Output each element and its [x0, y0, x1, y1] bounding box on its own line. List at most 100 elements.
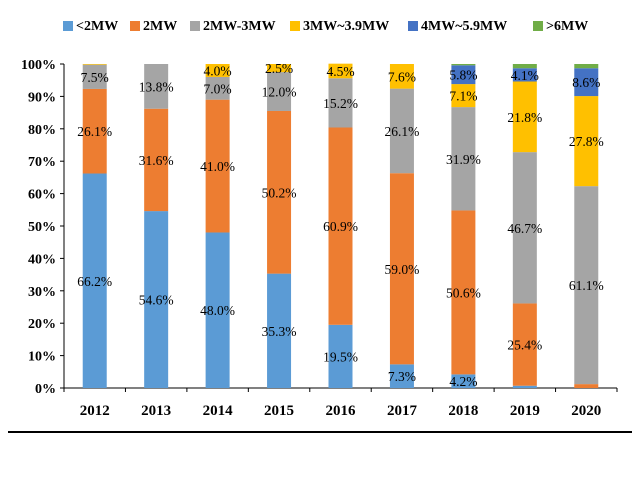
data-label: 7.1% [449, 89, 477, 104]
bar-segment [205, 64, 230, 77]
data-label: 59.0% [385, 262, 420, 277]
legend: <2MW 2MW 2MW-3MW 3MW~3.9MW 4MW~5.9MW >6MW [63, 19, 588, 34]
data-label: 31.9% [446, 152, 481, 167]
legend-label: 4MW~5.9MW [421, 19, 507, 34]
bar-segment [82, 64, 107, 89]
bar-segment [574, 96, 599, 187]
bar-segment [389, 364, 414, 388]
y-tick-label: 50% [28, 220, 56, 235]
x-tick-label: 2016 [326, 403, 357, 419]
data-label: 26.1% [77, 124, 112, 139]
data-label: 31.6% [139, 153, 174, 168]
data-label: 35.3% [262, 324, 297, 339]
bar-segment [512, 303, 537, 386]
data-label: 21.8% [507, 110, 542, 125]
x-tick-label: 2014 [203, 403, 234, 419]
bar-segment [82, 173, 107, 388]
legend-swatch [290, 21, 300, 31]
legend-swatch [190, 21, 200, 31]
bar-segment [574, 64, 599, 69]
data-label: 4.1% [511, 68, 539, 83]
bar-segment [451, 84, 476, 108]
bar-segment [512, 385, 537, 388]
bar-segment [512, 152, 537, 304]
data-labels: 66.2% 26.1% 7.5% 54.6% 31.6% 13.8% 48.0% 41.0% 7… [77, 61, 603, 389]
x-tick-label: 2017 [387, 403, 418, 419]
bar-segment [144, 211, 169, 388]
x-tick-label: 2015 [264, 403, 294, 419]
data-label: 54.6% [139, 293, 174, 308]
bar-segment [512, 68, 537, 82]
legend-label: 2MW-3MW [203, 19, 276, 34]
bar-segment [328, 324, 353, 388]
bar-segment [451, 107, 476, 211]
data-label: 26.1% [385, 124, 420, 139]
y-tick-label: 30% [28, 285, 56, 300]
bar-segment [389, 64, 414, 89]
data-label: 60.9% [323, 219, 358, 234]
bar-segment [451, 374, 476, 388]
data-label: 7.0% [204, 81, 232, 96]
bar-segment [389, 173, 414, 365]
y-tick-label: 100% [21, 58, 56, 73]
data-label: 5.8% [449, 68, 477, 83]
axes: 0% 10% 20% 30% 40% 50% 60% 70% 80% 90% 100% 2012 201… [21, 58, 618, 419]
data-label: 4.5% [326, 64, 354, 79]
bar-segment [205, 76, 230, 100]
legend-label: 2MW [143, 19, 177, 34]
data-label: 19.5% [323, 349, 358, 364]
x-tick-label: 2018 [448, 403, 478, 419]
bar-segment [82, 88, 107, 174]
bar-segment [267, 72, 292, 111]
y-tick-label: 70% [28, 155, 56, 170]
legend-label: 3MW~3.9MW [303, 19, 389, 34]
data-label: 4.0% [204, 63, 232, 78]
bar-segment [82, 64, 107, 65]
x-tick-label: 2012 [80, 403, 110, 419]
bar-segment [512, 81, 537, 153]
legend-swatch [533, 21, 543, 31]
y-tick-label: 0% [35, 382, 56, 397]
bar-segment [574, 384, 599, 388]
data-label: 27.8% [569, 134, 604, 149]
bar-segment [267, 64, 292, 73]
data-label: 66.2% [77, 274, 112, 289]
data-label: 48.0% [200, 303, 235, 318]
bar-segment [451, 210, 476, 375]
bar-segment [328, 127, 353, 325]
y-tick-label: 90% [28, 90, 56, 105]
bar-segment [205, 232, 230, 388]
legend-swatch [63, 21, 73, 31]
y-tick-label: 20% [28, 317, 56, 332]
bar-segment [144, 108, 169, 212]
bar-segment [328, 78, 353, 128]
legend-label: <2MW [76, 19, 118, 34]
bar-segment [574, 186, 599, 385]
y-tick-label: 40% [28, 252, 56, 267]
data-label: 7.6% [388, 69, 416, 84]
data-label: 50.6% [446, 285, 481, 300]
x-tick-label: 2019 [510, 403, 540, 419]
y-tick-label: 10% [28, 350, 56, 365]
bar-segment [451, 64, 476, 66]
legend-swatch [408, 21, 418, 31]
legend-swatch [130, 21, 140, 31]
bar-segment [205, 99, 230, 233]
bar-segment [267, 110, 292, 274]
bar-segment [451, 65, 476, 85]
data-label: 8.6% [572, 75, 600, 90]
data-label: 50.2% [262, 185, 297, 200]
data-label: 7.3% [388, 369, 416, 384]
bar-segment [144, 64, 169, 109]
bar-segment [389, 88, 414, 174]
data-label: 7.5% [81, 70, 109, 85]
bar-segment [512, 64, 537, 69]
data-label: 61.1% [569, 278, 604, 293]
bars [82, 63, 599, 388]
bar-segment [328, 63, 353, 79]
data-label: 15.2% [323, 96, 358, 111]
data-label: 25.4% [507, 338, 542, 353]
data-label: 46.7% [507, 221, 542, 236]
